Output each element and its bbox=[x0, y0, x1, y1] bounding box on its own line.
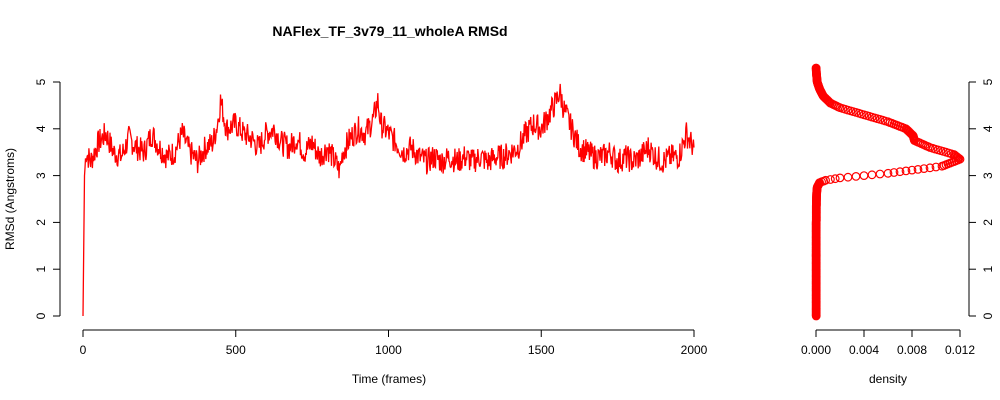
density-point bbox=[883, 168, 893, 178]
density-point bbox=[907, 165, 917, 175]
density-point bbox=[889, 168, 899, 177]
y-tick-label: 3 bbox=[34, 172, 48, 179]
density-point bbox=[859, 171, 869, 181]
density-tick-group: 0.000 0.004 0.008 0.012 0 1 2 3 4 5 bbox=[801, 78, 995, 357]
x-tick-label: 1000 bbox=[375, 343, 402, 357]
density-point bbox=[895, 167, 905, 177]
density-point bbox=[821, 175, 830, 185]
density-point bbox=[951, 151, 961, 161]
density-point bbox=[931, 162, 941, 172]
density-x-tick-label: 0.008 bbox=[897, 343, 927, 357]
density-point bbox=[919, 164, 929, 174]
x-axis-label: Time (frames) bbox=[352, 372, 426, 386]
x-tick-label: 1500 bbox=[528, 343, 555, 357]
y-tick-label: 1 bbox=[34, 266, 48, 273]
density-point bbox=[867, 170, 877, 180]
density-point bbox=[904, 126, 913, 136]
chart-title: NAFlex_TF_3v79_11_wholeA RMSd bbox=[272, 23, 507, 39]
density-point bbox=[925, 163, 935, 173]
density-point bbox=[830, 174, 840, 184]
density-y-tick-label: 4 bbox=[981, 125, 995, 132]
density-x-axis-label: density bbox=[869, 372, 907, 386]
density-y-tick-label: 0 bbox=[981, 312, 995, 319]
density-point bbox=[851, 171, 861, 181]
density-point bbox=[811, 63, 821, 73]
y-tick-label: 0 bbox=[34, 312, 48, 319]
density-points bbox=[811, 63, 965, 321]
density-y-tick-label: 1 bbox=[981, 266, 995, 273]
y-axis-label: RMSd (Angstroms) bbox=[3, 148, 17, 250]
y-tick-label: 5 bbox=[34, 78, 48, 85]
density-y-tick-label: 2 bbox=[981, 219, 995, 226]
main-tick-group: 0 500 1000 1500 2000 0 1 2 3 4 5 bbox=[34, 78, 707, 357]
x-tick-label: 500 bbox=[226, 343, 246, 357]
x-tick-label: 0 bbox=[80, 343, 87, 357]
density-point bbox=[901, 166, 911, 176]
density-point bbox=[826, 175, 835, 184]
density-point bbox=[875, 169, 885, 179]
x-tick-label: 2000 bbox=[681, 343, 708, 357]
y-tick-label: 2 bbox=[34, 219, 48, 226]
density-point bbox=[913, 164, 923, 174]
density-point bbox=[835, 173, 845, 183]
rmsd-series-line bbox=[82, 83, 695, 317]
density-x-tick-label: 0.000 bbox=[801, 343, 831, 357]
y-tick-label: 4 bbox=[34, 125, 48, 132]
density-y-tick-label: 3 bbox=[981, 172, 995, 179]
density-point bbox=[843, 172, 853, 182]
density-y-tick-label: 5 bbox=[981, 78, 995, 85]
density-x-tick-label: 0.004 bbox=[849, 343, 879, 357]
density-x-tick-label: 0.012 bbox=[945, 343, 975, 357]
